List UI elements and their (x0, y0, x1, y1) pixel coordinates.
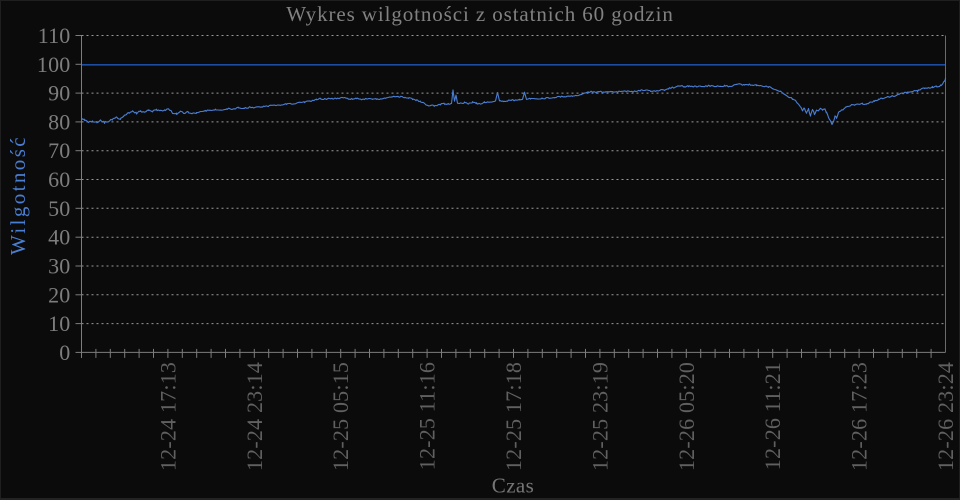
svg-text:12-26 05:20: 12-26 05:20 (674, 362, 699, 471)
svg-text:12-25 05:15: 12-25 05:15 (328, 362, 353, 471)
svg-text:Wilgotność: Wilgotność (6, 135, 30, 255)
svg-text:Czas: Czas (492, 474, 534, 498)
svg-text:12-26 17:23: 12-26 17:23 (847, 362, 872, 471)
svg-text:90: 90 (48, 81, 70, 106)
svg-text:30: 30 (48, 254, 70, 279)
svg-text:50: 50 (48, 196, 70, 221)
svg-text:12-24 23:14: 12-24 23:14 (242, 362, 267, 471)
svg-text:12-25 17:18: 12-25 17:18 (501, 362, 526, 471)
svg-text:12-25 23:19: 12-25 23:19 (587, 362, 612, 471)
svg-text:12-24 17:13: 12-24 17:13 (155, 362, 180, 471)
svg-text:20: 20 (48, 282, 70, 307)
svg-text:100: 100 (37, 52, 71, 77)
svg-text:12-25 11:16: 12-25 11:16 (415, 362, 440, 470)
svg-text:0: 0 (59, 340, 70, 365)
svg-text:70: 70 (48, 138, 70, 163)
svg-text:12-26 23:24: 12-26 23:24 (933, 362, 958, 471)
svg-text:110: 110 (38, 23, 71, 48)
svg-text:Wykres wilgotności z ostatnich: Wykres wilgotności z ostatnich 60 godzin (286, 2, 674, 26)
svg-text:40: 40 (48, 225, 70, 250)
svg-text:10: 10 (48, 311, 70, 336)
svg-text:60: 60 (48, 167, 70, 192)
svg-text:80: 80 (48, 109, 70, 134)
svg-text:12-26 11:21: 12-26 11:21 (760, 362, 785, 470)
